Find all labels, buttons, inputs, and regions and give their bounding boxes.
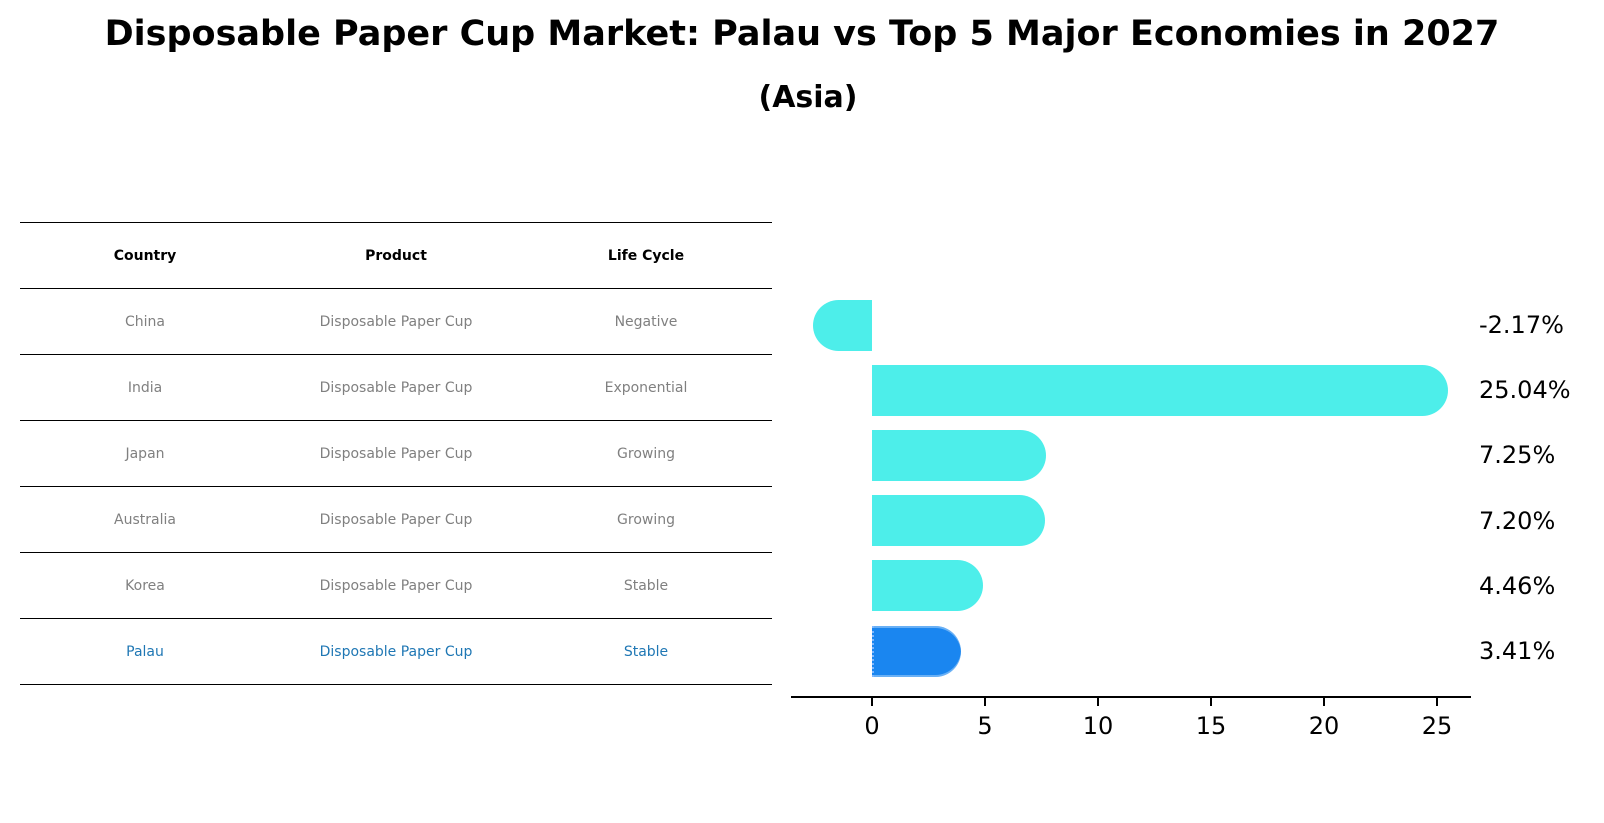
x-tick [1210, 697, 1212, 706]
value-label: 7.25% [1479, 441, 1556, 470]
cell-life-cycle: Exponential [604, 379, 688, 396]
x-tick-label: 15 [1195, 712, 1227, 740]
cell-country: Japan [125, 445, 165, 462]
cell-product: Disposable Paper Cup [319, 643, 473, 660]
cell-country: China [125, 313, 165, 330]
x-tick-label: 0 [864, 712, 880, 740]
cell-country: India [127, 379, 163, 396]
value-label: 3.41% [1479, 637, 1556, 665]
table-row: Korea Disposable Paper Cup Stable [20, 552, 772, 618]
bar-india [872, 364, 1449, 416]
table-row: India Disposable Paper Cup Exponential [20, 354, 772, 420]
cell-life-cycle: Growing [617, 511, 675, 528]
table-row: Japan Disposable Paper Cup Growing [20, 420, 772, 486]
x-tick [1323, 697, 1325, 706]
x-tick-label: 25 [1421, 712, 1453, 740]
x-tick-label: 10 [1082, 712, 1114, 740]
header-product: Product [365, 247, 427, 264]
cell-product: Disposable Paper Cup [319, 445, 473, 462]
x-tick-label: 5 [977, 712, 993, 740]
table-row-highlighted: Palau Disposable Paper Cup Stable [20, 618, 772, 685]
cell-product: Disposable Paper Cup [319, 313, 473, 330]
cell-product: Disposable Paper Cup [319, 577, 473, 594]
bar-china [812, 299, 872, 351]
value-label: 4.46% [1479, 571, 1556, 600]
chart-title: Disposable Paper Cup Market: Palau vs To… [104, 14, 1500, 54]
cell-country: Korea [125, 577, 165, 594]
value-label: -2.17% [1479, 311, 1564, 339]
cell-country: Australia [114, 511, 176, 528]
cell-life-cycle: Growing [617, 445, 675, 462]
cell-product: Disposable Paper Cup [319, 379, 473, 396]
bar-japan [872, 429, 1047, 481]
header-life-cycle: Life Cycle [607, 247, 685, 264]
x-tick [1097, 697, 1099, 706]
chart-subtitle: (Asia) [758, 80, 858, 115]
cell-life-cycle: Negative [614, 313, 678, 330]
x-axis-line [791, 696, 1471, 698]
cell-country: Palau [126, 643, 164, 660]
cell-life-cycle: Stable [623, 577, 669, 594]
table-row: China Disposable Paper Cup Negative [20, 288, 772, 354]
x-tick-label: 20 [1308, 712, 1340, 740]
bar-australia [872, 495, 1045, 547]
x-tick [984, 697, 986, 706]
table-header-row: Country Product Life Cycle [20, 222, 772, 288]
cell-product: Disposable Paper Cup [319, 511, 473, 528]
bar-palau [872, 625, 962, 677]
table-row: Australia Disposable Paper Cup Growing [20, 486, 772, 552]
cell-life-cycle: Stable [623, 643, 669, 660]
data-table: Country Product Life Cycle China Disposa… [20, 222, 772, 685]
x-tick [1436, 697, 1438, 706]
x-tick [871, 697, 873, 706]
header-country: Country [113, 247, 177, 264]
bar-korea [872, 560, 983, 612]
value-label: 7.20% [1479, 506, 1556, 535]
value-label: 25.04% [1479, 376, 1571, 405]
